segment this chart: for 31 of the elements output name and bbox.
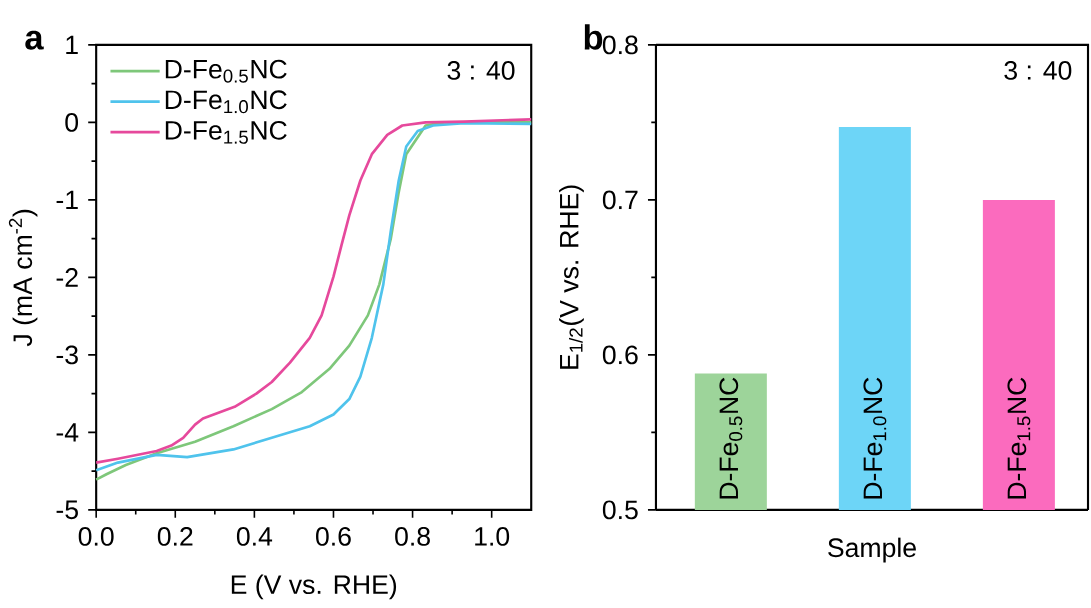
- y-tick-label: 0.8: [602, 35, 638, 55]
- y-tick-label: -5: [56, 500, 78, 520]
- text: b: [584, 24, 603, 50]
- y-tick-label: -4: [56, 423, 79, 442]
- x-tick-label: D-Fe$_{1.5}$NC: [1007, 377, 1031, 499]
- y-tick-label: -3: [56, 345, 78, 365]
- y-tick-label: -1: [56, 190, 78, 209]
- x-tick-label: 0.4: [236, 526, 273, 546]
- x-tick-label: D-Fe$_{0.5}$NC: [719, 377, 743, 499]
- y-axis-title: E$_{1/2}$(V vs. RHE): [559, 185, 584, 369]
- x-axis-title: Sample: [828, 537, 916, 563]
- x-tick-label: 0.2: [157, 526, 193, 546]
- legend-label: D-Fe$_{1.5}$NC: [165, 120, 287, 144]
- y-tick-label: -2: [56, 268, 78, 287]
- y-tick-label: 0.5: [602, 500, 638, 520]
- x-axis-title: E (V vs. RHE): [231, 574, 397, 600]
- y-axis-title: J (mA cm$^{-2}$): [8, 209, 38, 347]
- x-tick-label: 0.0: [78, 526, 114, 546]
- y-tick-label: 0: [65, 112, 79, 132]
- annotation: 3 : 40: [447, 60, 515, 80]
- legend-label: D-Fe$_{0.5}$NC: [165, 59, 287, 83]
- y-tick-label: 0.6: [602, 345, 638, 365]
- x-tick-label: D-Fe$_{1.0}$NC: [863, 377, 887, 499]
- annotation: 3 : 40: [1004, 60, 1072, 80]
- y-tick-label: 1: [66, 35, 78, 54]
- x-tick-label: 0.8: [395, 526, 430, 546]
- x-tick-label: 0.6: [316, 526, 351, 546]
- y-tick-label: 0.7: [602, 190, 638, 210]
- text: a: [25, 30, 44, 50]
- x-tick-label: 1.0: [475, 526, 510, 546]
- legend-label: D-Fe$_{1.0}$NC: [165, 90, 287, 114]
